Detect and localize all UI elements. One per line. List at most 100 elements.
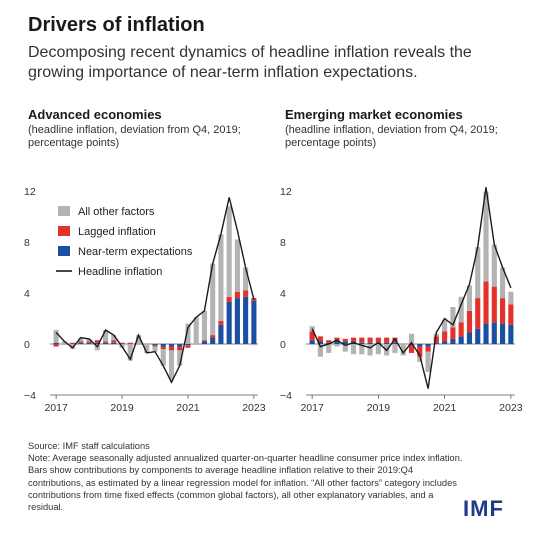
legend-swatch — [58, 226, 70, 236]
bar-segment — [309, 340, 315, 344]
bar-segment — [160, 344, 166, 347]
bar-segment — [94, 340, 100, 343]
bar-segment — [53, 329, 59, 343]
y-tick-label: 8 — [280, 237, 286, 249]
bar-segment — [384, 337, 390, 343]
bar-segment — [367, 344, 373, 356]
y-tick-label: 12 — [280, 186, 292, 198]
bar-segment — [359, 337, 365, 343]
bar-segment — [433, 342, 439, 344]
bar-segment — [234, 239, 240, 292]
bar-segment — [86, 341, 92, 343]
bar-segment — [408, 344, 415, 346]
bar-segment — [168, 350, 175, 380]
bar-segment — [350, 337, 357, 342]
bar-segment — [234, 291, 240, 299]
bar-segment — [94, 342, 100, 344]
x-tick-label: 2019 — [367, 402, 391, 414]
bar-segment — [53, 344, 59, 347]
bar-segment — [160, 349, 166, 366]
bar-segment — [508, 304, 514, 325]
bar-segment — [243, 290, 249, 297]
bar-segment — [78, 337, 84, 342]
bar-segment — [508, 291, 514, 305]
bar-segment — [500, 323, 506, 344]
bar-segment — [375, 344, 381, 355]
bar-segment — [309, 331, 315, 341]
bar-segment — [70, 344, 76, 350]
legend: All other factors Lagged inflation Near-te… — [56, 206, 193, 278]
bar-segment — [442, 319, 448, 332]
bar-segment — [78, 342, 84, 344]
bar-segment — [342, 338, 348, 342]
bar-segment — [367, 342, 373, 344]
y-tick-label: 0 — [280, 339, 286, 351]
bar-segment — [111, 342, 117, 344]
bar-segment — [334, 344, 340, 347]
bar-segment — [425, 344, 431, 347]
panel-title-emerging: Emerging market economies — [285, 107, 463, 122]
bar-segment — [450, 338, 456, 344]
source-line: Source: IMF staff calculations — [28, 441, 150, 451]
x-tick-label: 2019 — [110, 402, 134, 414]
bar-segment — [218, 324, 224, 344]
bar-segment — [500, 298, 506, 324]
bar-segment — [491, 322, 497, 344]
bar-segment — [359, 344, 365, 355]
y-tick-label: 4 — [280, 288, 286, 300]
panel-note-emerging: (headline inflation, deviation from Q4, … — [285, 124, 498, 149]
bar-segment — [103, 342, 109, 344]
bar-segment — [86, 338, 92, 342]
bar-segment — [326, 344, 332, 353]
source-note: Source: IMF staff calculations Note: Ave… — [28, 440, 468, 513]
y-tick-label: −4 — [24, 390, 36, 402]
bar-segment — [425, 351, 431, 373]
bar-segment — [433, 336, 439, 343]
y-tick-label: 0 — [24, 339, 30, 351]
bar-segment — [152, 345, 158, 347]
bar-segment — [408, 333, 415, 344]
legend-label: Headline inflation — [78, 266, 162, 278]
bar-segment — [152, 344, 158, 346]
bar-segment — [458, 296, 464, 323]
bar-segment — [491, 286, 497, 323]
bar-segment — [450, 327, 456, 339]
legend-swatch — [58, 246, 70, 256]
bar-segment — [342, 344, 348, 352]
legend-label: Lagged inflation — [78, 226, 156, 238]
bar-segment — [210, 335, 216, 338]
bar-segment — [210, 337, 216, 344]
legend-swatch — [58, 206, 70, 216]
bar-segment — [226, 301, 232, 344]
bar-segment — [103, 341, 109, 343]
chart-subtitle: Decomposing recent dynamics of headline … — [28, 44, 472, 81]
x-tick-label: 2017 — [44, 402, 68, 414]
bar-segment — [251, 300, 257, 344]
panel-1: −4 0 4 8 12 2017 2019 2021 2023 — [280, 186, 523, 414]
bar-segment — [168, 346, 175, 351]
bar-segment — [367, 337, 373, 343]
bar-segment — [317, 344, 323, 357]
bar-segment — [218, 234, 224, 322]
bar-segment — [483, 281, 489, 324]
bar-segment — [500, 267, 506, 299]
x-tick-label: 2023 — [242, 402, 266, 414]
bar-segment — [111, 340, 117, 343]
bar-segment — [458, 322, 464, 337]
x-tick-label: 2017 — [300, 402, 324, 414]
chart-advanced: −4 0 4 8 12 2017 2019 2021 2023 −4 0 4 8 12 2017 2019 20… — [24, 186, 523, 414]
bar-segment — [152, 346, 158, 352]
bar-segment — [185, 345, 191, 348]
bar-segment — [442, 341, 448, 344]
bar-segment — [144, 344, 150, 353]
panel-note-advanced: (headline inflation, deviation from Q4, … — [28, 124, 241, 149]
bar-segment — [103, 329, 109, 342]
bar-segment — [392, 344, 398, 353]
y-tick-label: −4 — [280, 390, 292, 402]
bar-segment — [177, 344, 183, 347]
bar-segment — [243, 267, 249, 291]
bar-segment — [226, 296, 232, 302]
bar-segment — [475, 247, 481, 299]
bar-segment — [508, 324, 514, 344]
note-text: Note: Average seasonally adjusted annual… — [28, 453, 463, 513]
